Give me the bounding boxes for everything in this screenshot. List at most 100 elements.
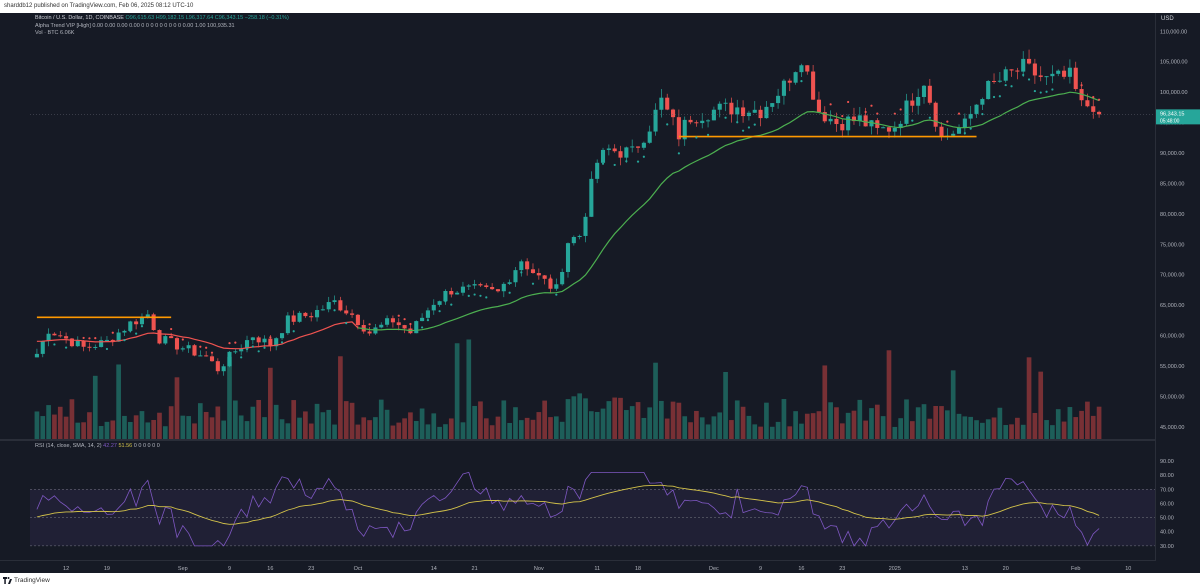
chart-legend: Bitcoin / U.S. Dollar, 1D, COINBASE O96,… [35,15,289,38]
volume-bar [162,426,168,439]
signal-dot [957,112,961,115]
volume-bar [63,416,69,439]
candle [40,340,45,354]
volume-bar [1079,410,1084,439]
volume-bar [448,418,454,439]
volume-bar [332,424,337,439]
volume-bar [104,421,110,439]
volume-bar [373,417,378,439]
time-tick: 20 [1003,566,1009,572]
symbol-label[interactable]: Bitcoin / U.S. Dollar, 1D, COINBASE [35,15,124,21]
candle [630,146,635,148]
rsi-tick: 60.00 [1160,501,1174,507]
candle [52,333,57,336]
rsi-legend[interactable]: RSI (14, close, SMA, 14, 2) 42.27 51.56 … [35,443,160,449]
time-tick: 21 [472,566,478,572]
signal-dot [88,337,91,340]
volume-bar [740,406,746,439]
signal-dot [420,326,424,329]
volume-bar [34,411,40,439]
candle [723,102,728,104]
published-header: sharddb12 published on TradingView.com, … [0,0,1200,13]
time-axis[interactable]: 12 19 Sep 9 16 23 Oct 14 21 Nov 11 18 Dec 9 16 23 2025 13… [0,560,1155,573]
price-tick: 100,000.00 [1160,90,1188,96]
footer-brand[interactable]: TradingView [14,577,50,584]
volume-bar [437,426,442,439]
volume-bar [443,424,448,439]
price-pane[interactable]: Bitcoin / U.S. Dollar, 1D, COINBASE O96,… [30,13,1155,439]
currency-label[interactable]: USD [1161,16,1174,22]
volume-bar [752,424,758,439]
time-tick: Dec [709,566,719,572]
candle [309,316,314,318]
volume-bar [291,400,297,439]
rsi-tick: 30.00 [1160,544,1174,550]
candle [244,340,250,349]
price-tick: 60,000.00 [1160,334,1184,340]
rsi-pane[interactable] [30,454,1155,560]
time-tick: 18 [635,566,641,572]
candle [910,100,915,106]
indicator-legend[interactable]: Alpha Trend VIP [High] 0.00 0.00 0.00 0.… [35,22,235,29]
volume-bar [880,416,886,439]
volume-bar [968,416,974,439]
candle [956,127,962,134]
candle [215,361,220,372]
volume-bar [413,420,419,439]
candle [962,118,967,128]
volume-bar [1020,424,1026,439]
volume-bar [367,420,372,439]
pane-separator[interactable] [0,439,1200,441]
signal-dot [228,342,231,345]
volume-bar [863,420,868,439]
tradingview-logo-icon [3,577,12,584]
signal-dot [747,126,751,129]
candle [250,337,255,341]
time-tick: 16 [798,566,804,572]
candle [659,97,664,110]
volume-legend[interactable]: Vol · BTC 6.06K [35,30,75,36]
price-axis[interactable]: USD 110,000.00105,000.00100,000.0095,000… [1155,13,1200,561]
candle [571,236,576,244]
volume-bar [145,422,151,439]
candle [997,80,1002,82]
volume-bar [215,406,221,439]
candle [1091,106,1096,112]
candle [811,71,816,100]
trend-lines [36,91,1100,350]
candle [221,366,226,372]
signal-dot [356,314,360,317]
volume-bar [548,417,553,439]
signal-dot [485,296,488,299]
volume-bar [227,356,232,439]
candle [1056,70,1061,74]
signal-dot [963,132,966,135]
candle [99,340,104,347]
volume-bar [909,421,915,439]
signal-dot [800,80,803,83]
candle [472,284,477,286]
signal-dot [911,119,914,122]
volume-bar [1003,425,1009,439]
signal-dot [1004,83,1007,87]
rsi-chart[interactable] [30,454,1155,560]
candle [711,109,716,121]
signal-dot [736,121,739,124]
candle [209,356,215,362]
candle [169,336,174,339]
candle [425,310,430,318]
price-chart[interactable] [30,13,1155,439]
signal-dot [561,281,564,284]
volume-bar [355,424,361,439]
volume-bars [34,339,1102,439]
signal-dot [333,309,336,312]
volume-bar [536,412,542,439]
candle [694,122,699,124]
time-tick: 11 [594,566,600,572]
volume-bar [565,399,571,439]
candle [355,314,360,326]
rsi-ma-value: 51.56 [118,443,133,449]
candle [676,117,681,140]
candle [501,283,506,292]
candle [525,261,530,270]
